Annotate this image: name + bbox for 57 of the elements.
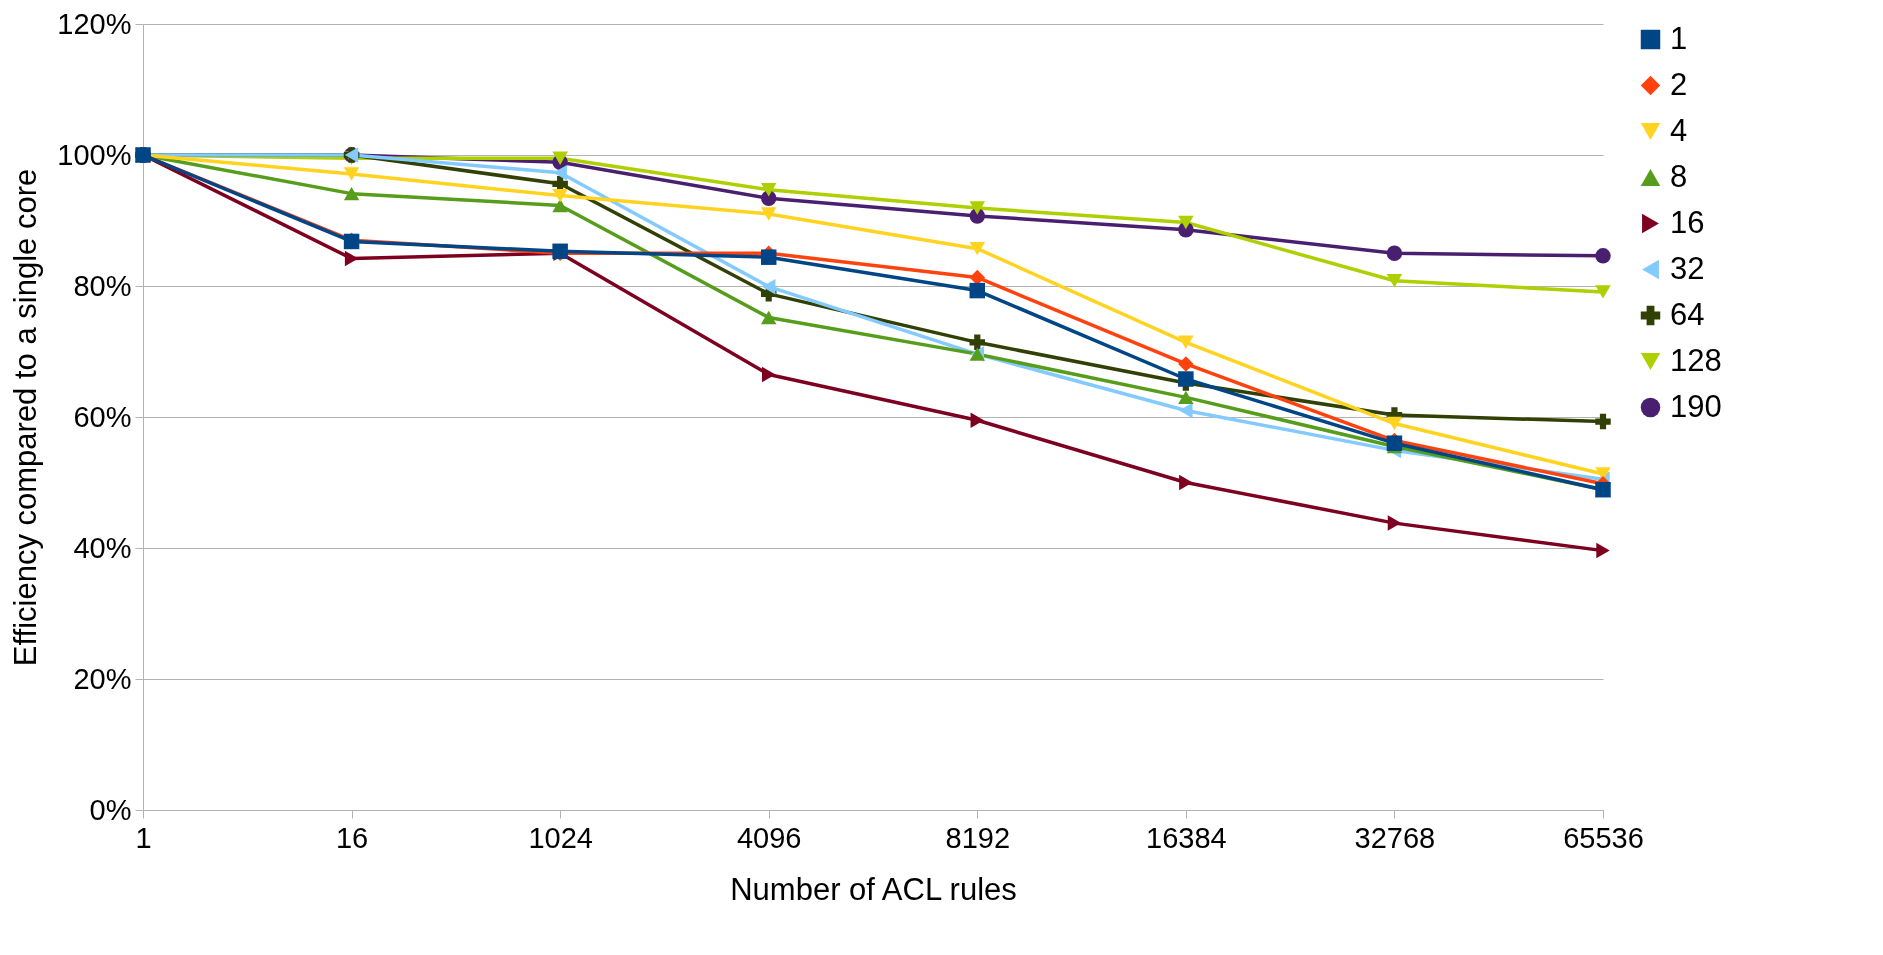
point <box>1179 402 1193 419</box>
point <box>343 186 360 201</box>
point <box>762 278 776 295</box>
point <box>552 151 568 165</box>
point <box>1595 285 1611 299</box>
legend-label: 128 <box>1670 342 1722 378</box>
y-axis-title: Efficiency compared to a single core <box>8 168 44 667</box>
x-tick-label: 1024 <box>528 821 593 854</box>
point <box>760 249 777 265</box>
point <box>552 198 568 213</box>
point <box>1595 413 1611 430</box>
point <box>1386 416 1403 431</box>
x-tick-label: 16 <box>335 821 369 854</box>
point <box>1386 245 1403 261</box>
legend-label: 32 <box>1670 250 1705 286</box>
point <box>1178 390 1194 405</box>
x-tick-label: 8192 <box>945 821 1011 854</box>
point <box>969 241 986 256</box>
point <box>969 334 986 351</box>
x-tick-label: 32768 <box>1354 821 1436 854</box>
y-tick-label: 60% <box>73 400 132 433</box>
y-tick-label: 20% <box>73 662 132 695</box>
legend-label: 64 <box>1670 296 1705 332</box>
point <box>762 366 776 383</box>
y-tick-label: 100% <box>57 138 132 171</box>
point <box>1179 474 1193 491</box>
legend-label: 4 <box>1670 112 1688 148</box>
point <box>1386 274 1403 288</box>
x-tick-label: 1 <box>135 821 152 854</box>
point <box>1178 335 1194 350</box>
y-tick-label: 80% <box>73 269 132 302</box>
legend-label: 1 <box>1670 20 1688 56</box>
point <box>1387 515 1402 531</box>
legend-label: 190 <box>1670 388 1722 424</box>
legend-label: 2 <box>1670 66 1688 102</box>
point <box>970 412 984 429</box>
y-tick-label: 120% <box>57 7 132 40</box>
point <box>969 201 986 215</box>
point <box>969 282 986 299</box>
point <box>552 188 568 203</box>
y-tick-label: 40% <box>73 531 132 564</box>
legend-label: 16 <box>1670 204 1705 240</box>
y-tick-label: 0% <box>89 793 132 826</box>
point <box>1178 215 1194 230</box>
point <box>343 167 360 181</box>
point <box>1596 542 1610 559</box>
x-tick-label: 4096 <box>736 821 802 854</box>
point <box>760 310 777 325</box>
x-tick-label: 16384 <box>1146 821 1227 854</box>
point <box>1178 371 1194 387</box>
point <box>760 207 777 221</box>
point <box>1595 248 1611 264</box>
x-tick-label: 65536 <box>1563 821 1644 854</box>
legend-label: 8 <box>1670 158 1688 194</box>
point <box>1178 356 1194 372</box>
x-axis-title: Number of ACL rules <box>730 871 1017 907</box>
point <box>760 183 777 197</box>
